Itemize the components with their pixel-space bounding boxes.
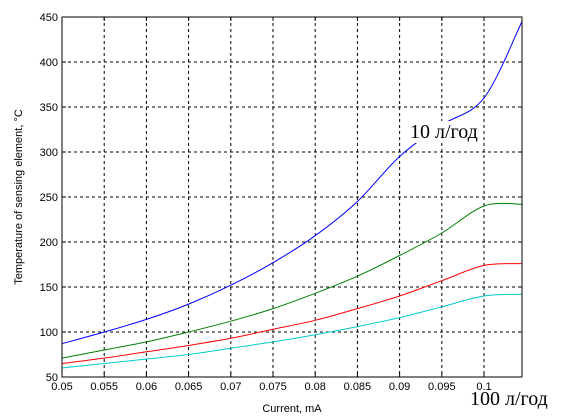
- x-axis-label: Current, mA: [262, 403, 322, 415]
- y-tick-label: 100: [40, 327, 58, 339]
- series-line-red: [61, 263, 523, 364]
- x-tick-label: 0.075: [259, 381, 287, 393]
- series-layer: [61, 21, 523, 369]
- annotation-background: [408, 121, 480, 143]
- x-tick-label: 0.065: [175, 381, 203, 393]
- series-line-cyan: [61, 293, 523, 369]
- y-tick-label: 250: [40, 192, 58, 204]
- y-tick-label: 50: [46, 372, 58, 384]
- y-tick-label: 350: [40, 102, 58, 114]
- y-axis-ticks: 50 100 150 200 250 300 350 400 450: [40, 12, 522, 384]
- x-tick-label: 0.055: [90, 381, 118, 393]
- x-tick-label: 0.1: [476, 381, 491, 393]
- y-tick-label: 300: [40, 147, 58, 159]
- series-line-green: [61, 202, 523, 359]
- grid: [62, 17, 522, 377]
- x-tick-label: 0.05: [51, 381, 72, 393]
- series-line-blue: [61, 21, 523, 345]
- x-tick-label: 0.085: [344, 381, 372, 393]
- x-tick-label: 0.08: [305, 381, 326, 393]
- x-tick-label: 0.06: [136, 381, 157, 393]
- y-axis-label: Temperature of sensing element, °C: [13, 109, 25, 285]
- y-tick-label: 450: [40, 12, 58, 24]
- y-tick-label: 200: [40, 237, 58, 249]
- y-tick-label: 150: [40, 282, 58, 294]
- x-tick-label: 0.07: [220, 381, 241, 393]
- x-tick-label: 0.09: [389, 381, 410, 393]
- x-axis-ticks: 0.05 0.055 0.06 0.065 0.07 0.075 0.08 0.085 0.09…: [51, 17, 492, 393]
- x-tick-label: 0.095: [428, 381, 456, 393]
- annotation-10-l-per-hour: 10 л/год: [410, 121, 478, 143]
- annotation-100-l-per-hour: 100 л/год: [470, 388, 548, 410]
- y-tick-label: 400: [40, 57, 58, 69]
